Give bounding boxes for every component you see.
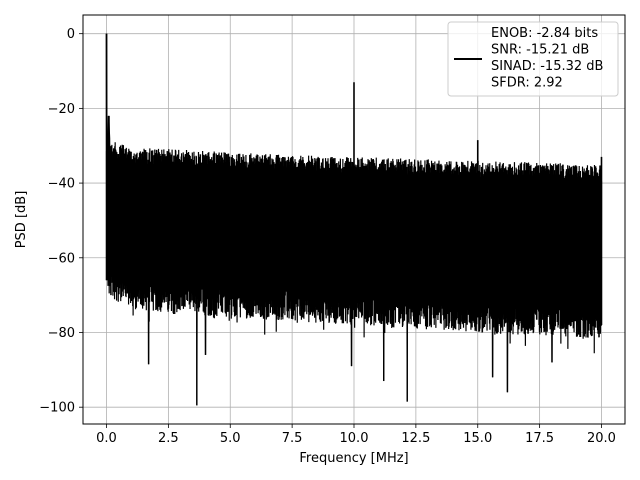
ticks-layer: 0.0 2.5 5.0 7.5 10.0 12.5 15.0 17.5 20.0 0 −20 −40 −… — [39, 27, 616, 446]
y-tick-label: −80 — [48, 326, 75, 341]
y-tick-label: −20 — [48, 102, 75, 117]
y-tick-label: −100 — [39, 401, 75, 416]
y-axis-label: PSD [dB] — [14, 191, 29, 249]
x-tick-label: 15.0 — [463, 431, 492, 446]
x-tick-label: 0.0 — [96, 431, 117, 446]
data-layer — [105, 33, 603, 406]
legend-entry-enob: ENOB: -2.84 bits — [491, 26, 598, 41]
x-tick-label: 10.0 — [340, 431, 369, 446]
x-tick-label: 12.5 — [401, 431, 430, 446]
legend-box — [447, 21, 619, 97]
legend: ENOB: -2.84 bits SNR: -15.21 dB SINAD: -… — [447, 21, 619, 97]
x-tick-label: 7.5 — [282, 431, 303, 446]
x-tick-label: 17.5 — [525, 431, 554, 446]
legend-entry-sinad: SINAD: -15.32 dB — [491, 59, 603, 74]
x-tick-label: 2.5 — [158, 431, 179, 446]
x-tick-label: 5.0 — [220, 431, 241, 446]
y-tick-label: −40 — [48, 177, 75, 192]
legend-entry-snr: SNR: -15.21 dB — [491, 43, 589, 58]
y-tick-label: 0 — [67, 27, 75, 42]
x-axis-label: Frequency [MHz] — [299, 451, 408, 466]
x-tick-label: 20.0 — [587, 431, 616, 446]
y-tick-label: −60 — [48, 251, 75, 266]
legend-entry-sfdr: SFDR: 2.92 — [491, 76, 563, 91]
